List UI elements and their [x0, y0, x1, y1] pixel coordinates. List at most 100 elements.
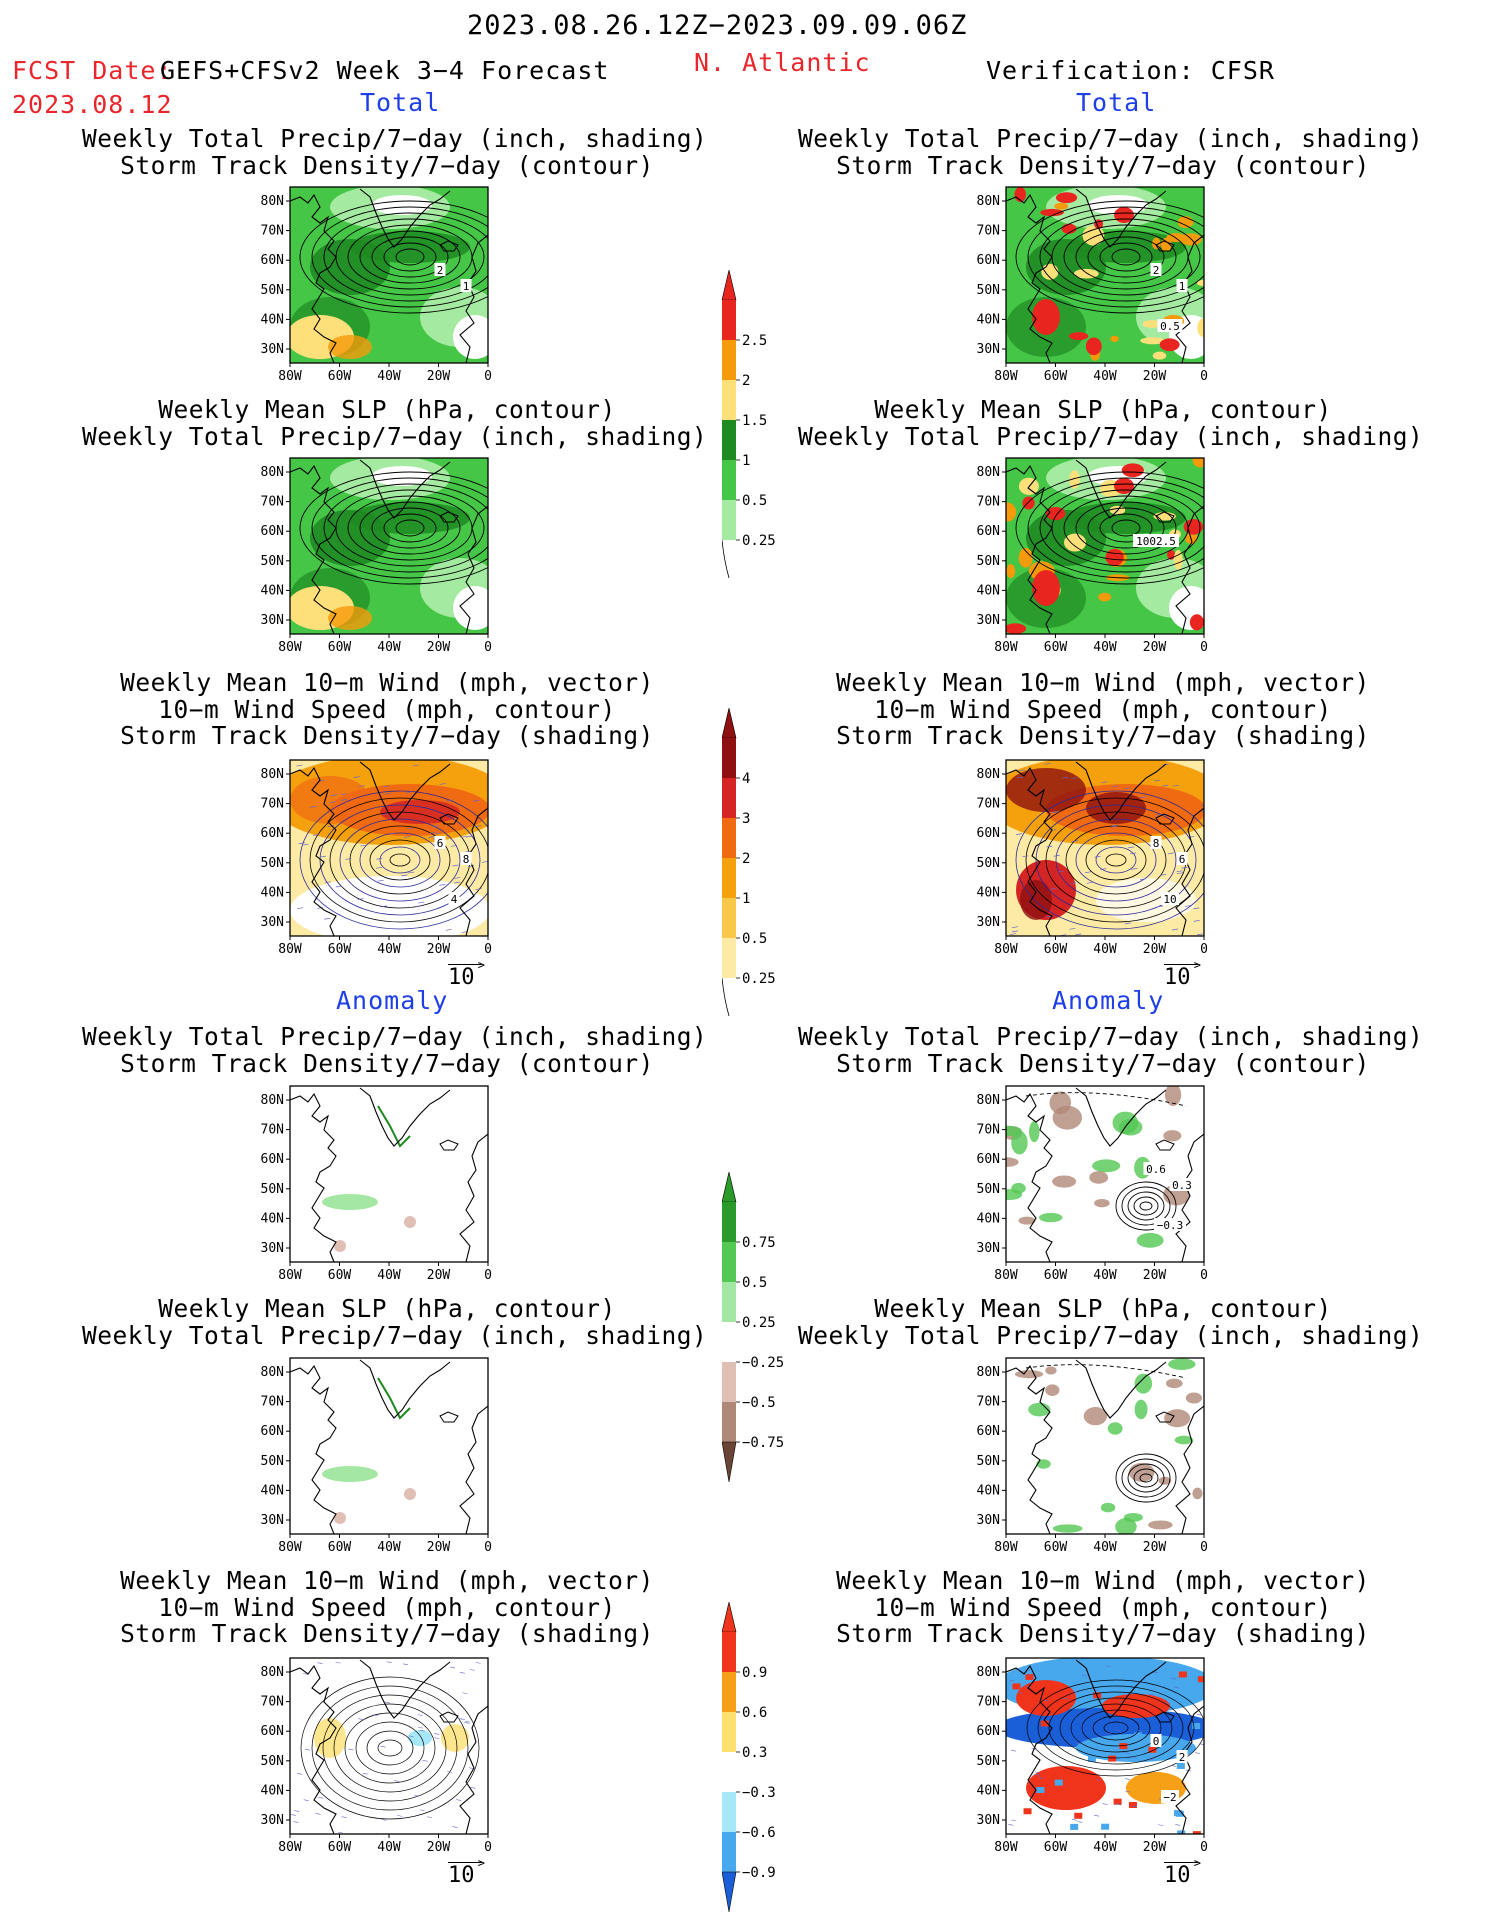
- colorbar-label: 0.5: [742, 1275, 767, 1291]
- lat-tick-label: 40N: [261, 1211, 284, 1226]
- verification-label: Verification: CFSR: [986, 56, 1275, 85]
- lat-tick-label: 80N: [977, 767, 1000, 782]
- lon-tick-label: 0: [484, 640, 492, 655]
- lat-tick-label: 70N: [977, 224, 1000, 239]
- lon-tick-label: 0: [1200, 1540, 1208, 1555]
- lat-tick-label: 60N: [977, 1424, 1000, 1439]
- colorbar-segment: [722, 420, 736, 460]
- colorbar-segment: [722, 340, 736, 380]
- lon-tick-label: 80W: [994, 1540, 1018, 1555]
- fcst-date-label: FCST Date:: [12, 56, 173, 85]
- colorbar-label: 0.25: [742, 533, 776, 549]
- lat-tick-label: 50N: [977, 1182, 1000, 1197]
- lon-tick-label: 40W: [1093, 942, 1117, 957]
- colorbar-label: −0.75: [742, 1435, 784, 1451]
- lat-tick-label: 70N: [977, 1123, 1000, 1138]
- lat-tick-label: 60N: [977, 1724, 1000, 1739]
- lat-tick-label: 70N: [977, 1395, 1000, 1410]
- lat-tick-label: 60N: [977, 826, 1000, 841]
- lon-tick-label: 20W: [427, 1268, 451, 1283]
- colorbar-label: 0.25: [742, 1315, 776, 1331]
- lat-tick-label: 80N: [977, 1365, 1000, 1380]
- lat-tick-label: 70N: [261, 495, 284, 510]
- lon-tick-label: 80W: [278, 1540, 302, 1555]
- lon-tick-label: 60W: [328, 1540, 352, 1555]
- lon-tick-label: 20W: [1143, 640, 1167, 655]
- title-f-total-slp: Weekly Mean SLP (hPa, contour) Weekly Tot…: [82, 395, 708, 451]
- lon-tick-label: 40W: [377, 1840, 401, 1855]
- lat-tick-label: 50N: [261, 1754, 284, 1769]
- colorbar-label: 0.3: [742, 1745, 767, 1761]
- lat-tick-label: 80N: [977, 1093, 1000, 1108]
- lon-tick-label: 80W: [278, 640, 302, 655]
- lon-tick-label: 20W: [427, 1540, 451, 1555]
- lon-tick-label: 40W: [377, 640, 401, 655]
- lon-tick-label: 40W: [1093, 1840, 1117, 1855]
- lat-tick-label: 30N: [261, 1513, 284, 1528]
- lon-tick-label: 0: [484, 1268, 492, 1283]
- lon-tick-label: 20W: [427, 369, 451, 384]
- lat-tick-label: 70N: [261, 797, 284, 812]
- lon-tick-label: 60W: [328, 942, 352, 957]
- contour-label: 8: [463, 853, 470, 866]
- lon-tick-label: 80W: [994, 942, 1018, 957]
- lon-tick-label: 40W: [1093, 1268, 1117, 1283]
- lat-tick-label: 50N: [261, 1182, 284, 1197]
- lon-tick-label: 80W: [278, 942, 302, 957]
- lon-tick-label: 60W: [328, 369, 352, 384]
- lat-tick-label: 60N: [261, 1724, 284, 1739]
- contour-label: 0: [1153, 1735, 1160, 1748]
- lat-tick-label: 70N: [261, 224, 284, 239]
- section-anomaly-forecast: Anomaly: [336, 986, 449, 1015]
- lat-tick-label: 40N: [977, 583, 1000, 598]
- lat-tick-label: 40N: [261, 1483, 284, 1498]
- lat-tick-label: 40N: [977, 312, 1000, 327]
- colorbar-segment: [722, 778, 736, 818]
- fcst-date: 2023.08.12: [12, 90, 173, 119]
- colorbar-label: −0.5: [742, 1395, 776, 1411]
- lon-tick-label: 0: [484, 1540, 492, 1555]
- lat-tick-label: 30N: [977, 342, 1000, 357]
- lat-tick-label: 80N: [261, 1665, 284, 1680]
- lon-tick-label: 0: [1200, 640, 1208, 655]
- lat-tick-label: 70N: [261, 1395, 284, 1410]
- colorbar-segment: [722, 1672, 736, 1712]
- colorbar-label: 0.25: [742, 971, 776, 987]
- contour-label: 8: [1153, 837, 1160, 850]
- colorbar-label: 0.5: [742, 493, 767, 509]
- colorbar-segment: [722, 1632, 736, 1672]
- lat-tick-label: 40N: [977, 885, 1000, 900]
- lon-tick-label: 80W: [994, 1840, 1018, 1855]
- contour-label: 2: [437, 264, 444, 277]
- contour-label: 2: [1153, 264, 1160, 277]
- lat-tick-label: 60N: [261, 1424, 284, 1439]
- lon-tick-label: 60W: [1044, 640, 1068, 655]
- lat-tick-label: 50N: [261, 283, 284, 298]
- colorbar-total-precip: 2.5 2 1.5 1 0.5 0.25: [721, 269, 812, 584]
- colorbar-label: 0.5: [742, 931, 767, 947]
- colorbar-total-track: 4 3 2 1 0.5 0.25: [721, 707, 812, 1022]
- lat-tick-label: 60N: [261, 1152, 284, 1167]
- section-total-verification: Total: [1076, 88, 1157, 117]
- lat-tick-label: 50N: [977, 856, 1000, 871]
- lon-tick-label: 60W: [328, 1268, 352, 1283]
- lat-tick-label: 30N: [977, 1241, 1000, 1256]
- colorbar-label: 4: [742, 771, 750, 787]
- lat-tick-label: 50N: [261, 1454, 284, 1469]
- lat-tick-label: 40N: [977, 1783, 1000, 1798]
- lon-tick-label: 0: [1200, 942, 1208, 957]
- lat-tick-label: 70N: [977, 495, 1000, 510]
- title-f-total-wind: Weekly Mean 10−m Wind (mph, vector) 10−m …: [120, 668, 654, 750]
- lat-tick-label: 80N: [261, 194, 284, 209]
- lat-tick-label: 60N: [977, 253, 1000, 268]
- title-v-anom-precip: Weekly Total Precip/7−day (inch, shading…: [798, 1022, 1424, 1078]
- lon-tick-label: 60W: [1044, 1268, 1068, 1283]
- colorbar-label: 1.5: [742, 413, 767, 429]
- lon-tick-label: 60W: [1044, 369, 1068, 384]
- region-label: N. Atlantic: [694, 48, 871, 77]
- lon-tick-label: 0: [1200, 1268, 1208, 1283]
- contour-label: 1: [1179, 280, 1186, 293]
- lat-tick-label: 70N: [977, 797, 1000, 812]
- colorbar-segment: [722, 1792, 736, 1832]
- colorbar-label: 2: [742, 851, 750, 867]
